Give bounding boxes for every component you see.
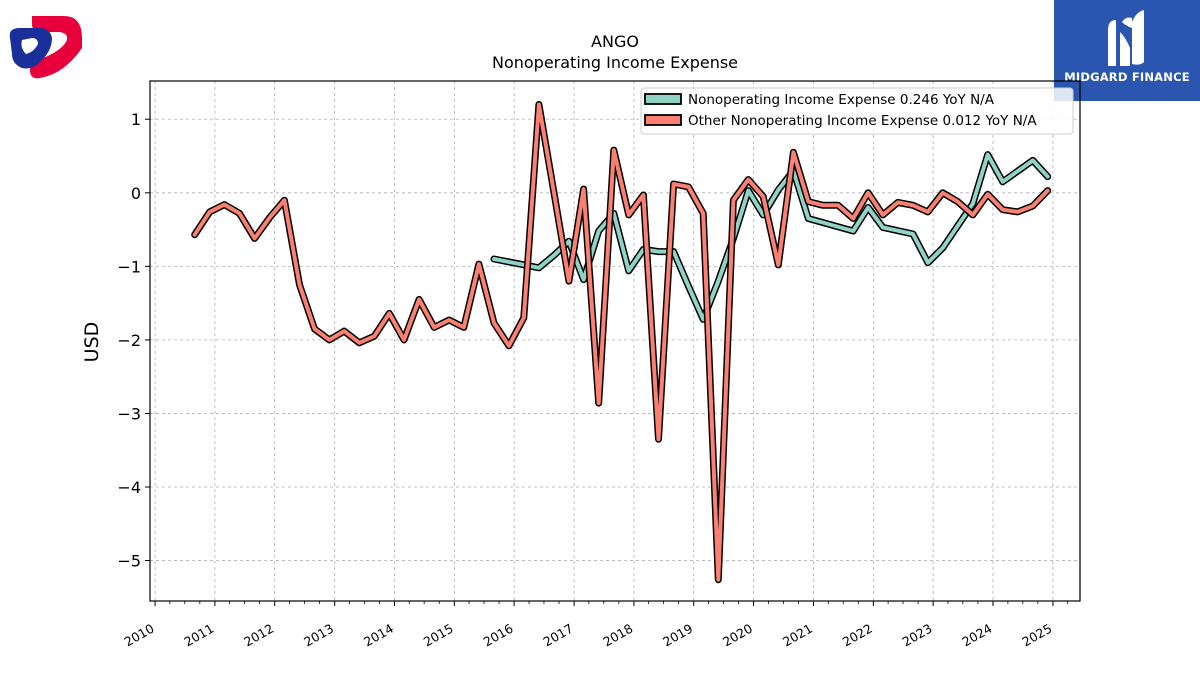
- x-tick-label: 2018: [600, 621, 635, 650]
- y-tick-label: −2: [117, 331, 141, 350]
- brand-logo-icon: [4, 8, 86, 84]
- x-tick-label: 2015: [421, 621, 456, 650]
- x-tick-label: 2013: [301, 621, 336, 650]
- x-tick-label: 2022: [840, 621, 875, 650]
- legend-swatch: [644, 114, 682, 126]
- legend-label: Other Nonoperating Income Expense 0.012 …: [688, 113, 1037, 129]
- x-tick-label: 2016: [481, 621, 516, 650]
- x-tick-label: 2017: [541, 621, 576, 650]
- x-tick-label: 2011: [181, 621, 216, 650]
- x-tick-label: 2019: [660, 621, 695, 650]
- x-tick-label: 2021: [780, 621, 815, 650]
- chart-title: ANGO: [591, 32, 639, 51]
- y-tick-label: −1: [117, 257, 141, 276]
- legend-label: Nonoperating Income Expense 0.246 YoY N/…: [688, 92, 995, 108]
- y-axis-label: USD: [81, 322, 103, 363]
- plot-frame: [149, 80, 1081, 602]
- legend-box: [640, 87, 1074, 135]
- y-tick-label: −3: [117, 404, 141, 423]
- y-tick-label: 1: [131, 110, 141, 129]
- midgard-finance-label: MIDGARD FINANCE: [1064, 70, 1190, 84]
- series-layer: [191, 101, 1052, 584]
- y-tick-label: 0: [131, 184, 141, 203]
- y-tick-label: −4: [117, 478, 141, 497]
- x-tick-label: 2014: [361, 621, 396, 650]
- legend: Nonoperating Income Expense 0.246 YoY N/…: [640, 87, 1074, 135]
- series-line: [192, 102, 1050, 582]
- series-1: [490, 151, 1052, 323]
- series-2: [191, 101, 1052, 584]
- x-tick-label: 2023: [900, 621, 935, 650]
- series-line: [492, 152, 1050, 322]
- x-tick-label: 2012: [241, 621, 276, 650]
- midgard-m-logo-icon: [1102, 8, 1152, 68]
- midgard-finance-logo: MIDGARD FINANCE: [1054, 0, 1200, 101]
- x-tick-label: 2024: [959, 621, 994, 650]
- y-tick-label: −5: [117, 552, 141, 571]
- x-tick-label: 2025: [1019, 621, 1054, 650]
- chart-subtitle: Nonoperating Income Expense: [492, 53, 738, 72]
- legend-swatch: [644, 93, 682, 105]
- x-tick-label: 2020: [720, 621, 755, 650]
- x-tick-label: 2010: [122, 621, 157, 650]
